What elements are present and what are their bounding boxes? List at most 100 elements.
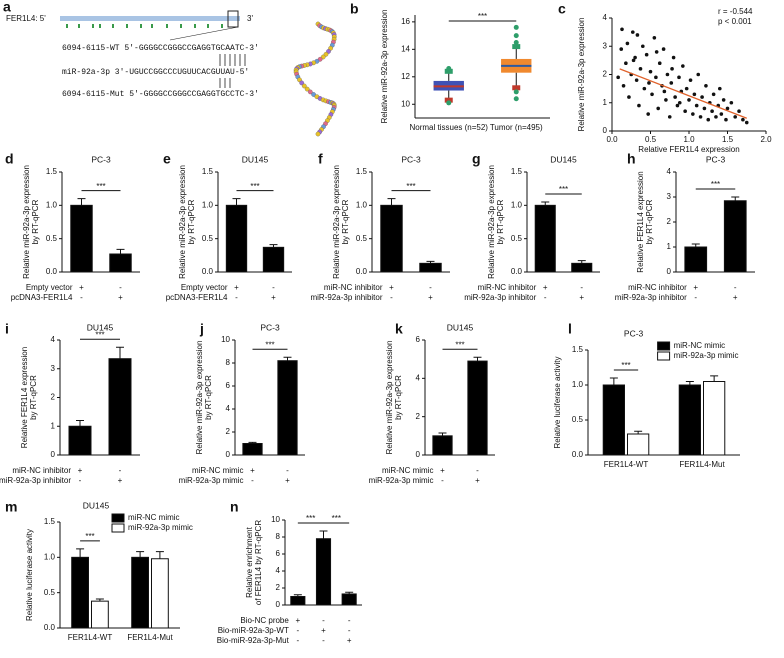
legend-label: miR-92a-3p mimic [128, 523, 193, 532]
point [650, 92, 654, 97]
legend-label: miR-NC mimic [674, 341, 726, 350]
point [702, 106, 707, 111]
point [665, 72, 670, 77]
bar [71, 556, 89, 629]
bar [678, 384, 701, 456]
point [741, 117, 745, 122]
condition-label: miR-92a-3p mimic [179, 476, 244, 485]
y-tick-label: 0.0 [46, 267, 58, 276]
condition-sign: + [347, 636, 352, 645]
y-tick-label: 1 [51, 421, 56, 430]
outlier [513, 89, 519, 95]
y-tick-label: 0.0 [511, 267, 523, 276]
point [621, 84, 626, 88]
condition-sign: - [694, 293, 697, 302]
fit-line [619, 68, 747, 119]
chart-title: PC-3 [260, 322, 280, 332]
significance-label: *** [250, 182, 259, 191]
condition-label: miR-NC mimic [382, 466, 434, 475]
gene-end: 3' [247, 14, 253, 23]
bar [262, 246, 285, 273]
y-tick-label: 16 [401, 17, 410, 26]
point [633, 55, 637, 60]
y-tick-label: 0 [667, 267, 672, 276]
y-axis-label: Relative miR-92a-3p expression [385, 341, 394, 455]
error-bar [426, 260, 435, 264]
bar [341, 593, 357, 606]
point [700, 95, 704, 99]
significance-label: *** [85, 532, 94, 541]
condition-sign: - [580, 283, 583, 292]
error-bar [541, 201, 550, 206]
rna-base [301, 83, 307, 89]
y-tick-label: 10 [271, 515, 280, 524]
y-axis-label: of FER1L4 by RT-qPCR [254, 520, 263, 605]
panel-letter: i [5, 321, 9, 337]
point [648, 69, 653, 74]
error-bar [76, 420, 84, 427]
y-tick-label: 1.5 [46, 167, 58, 176]
point [635, 33, 640, 37]
condition-sign: - [322, 616, 325, 625]
condition-sign: - [441, 476, 444, 485]
y-tick-label: 4 [667, 167, 672, 176]
point [654, 50, 659, 54]
point [719, 112, 724, 116]
error-bar [731, 196, 740, 201]
bar [432, 435, 453, 456]
y-tick-label: 0.5 [572, 415, 584, 424]
significance-label: *** [306, 514, 315, 523]
y-axis-label: by RT-qPCR [341, 199, 350, 244]
y-tick-label: 1 [603, 98, 608, 107]
point [669, 81, 674, 85]
error-bar [609, 377, 618, 385]
legend-swatch [111, 523, 125, 533]
point [684, 86, 689, 91]
point [634, 78, 639, 82]
error-bar [95, 598, 104, 602]
y-tick-label: 0.0 [572, 450, 584, 459]
condition-sign: + [79, 283, 84, 292]
point [616, 75, 620, 80]
error-bar [685, 381, 694, 385]
rna-base [307, 89, 313, 95]
whisker-cap [444, 97, 453, 103]
point [714, 115, 718, 119]
point [638, 67, 643, 71]
point [644, 52, 649, 57]
point [677, 75, 681, 80]
x-tick-label: FER1L4-WT [604, 460, 649, 469]
condition-label: miR-92a-3p mimic [369, 476, 434, 485]
point [706, 117, 711, 122]
condition-sign: - [544, 293, 547, 302]
point [688, 78, 693, 82]
sequence: miR-92a-3p 3'-UGUCCGGCCCUGUUCACGUUAU-5' [62, 68, 249, 77]
error-bar [248, 441, 257, 444]
bar [684, 246, 708, 273]
condition-sign: - [296, 636, 299, 645]
bar [70, 204, 93, 273]
bar [108, 358, 132, 456]
gene-bar [60, 16, 240, 21]
bar [277, 360, 298, 456]
legend-swatch [111, 513, 125, 523]
condition-sign: - [119, 466, 122, 475]
sequence: 6094-6115-Mut 5'-GGGGCCGGGCCGAGGTGCCTC-3… [62, 90, 259, 99]
y-tick-label: 2 [603, 70, 608, 79]
y-tick-label: 0.5 [356, 234, 368, 243]
y-tick-label: 3 [667, 192, 672, 201]
legend-label: miR-92a-3p mimic [674, 351, 739, 360]
condition-sign: - [429, 283, 432, 292]
y-axis-label: by RT-qPCR [187, 199, 196, 244]
chart-title: DU145 [83, 500, 110, 510]
chart-title: PC-3 [624, 328, 644, 338]
outlier [513, 39, 519, 45]
condition-sign: + [693, 283, 698, 292]
error-bar [691, 243, 700, 247]
outlier [513, 33, 519, 39]
y-tick-label: 2 [416, 412, 421, 421]
rna-base [304, 86, 310, 92]
panel-letter: h [627, 151, 636, 167]
y-tick-label: 10 [401, 99, 410, 108]
condition-sign: + [234, 283, 239, 292]
